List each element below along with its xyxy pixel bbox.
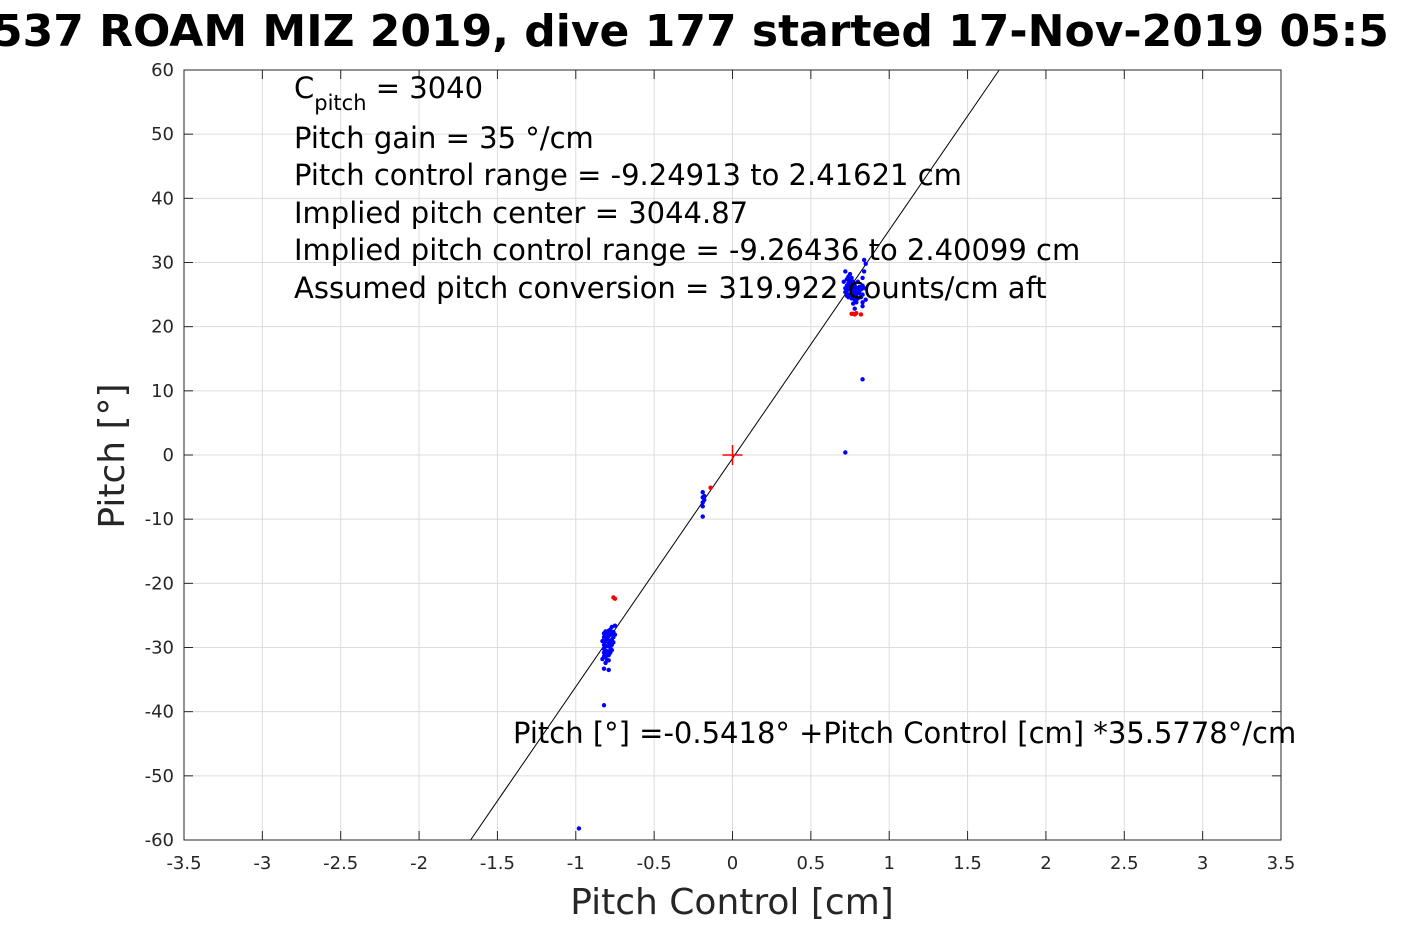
x-tick-label: -3.5	[166, 853, 201, 874]
x-tick-label: 0.5	[797, 853, 826, 874]
y-tick-label: 50	[151, 124, 174, 145]
data-point-blue	[600, 656, 605, 662]
y-tick-label: -10	[145, 509, 174, 530]
fit-equation-label: Pitch [°] =-0.5418° +Pitch Control [cm] …	[513, 716, 1296, 750]
annotation-implied-pitch-center: Implied pitch center = 3044.87	[294, 196, 748, 230]
annotation-cpitch-base: C	[294, 71, 314, 105]
x-tick-label: 0	[727, 853, 738, 874]
data-point-red	[708, 485, 713, 490]
y-tick-label: 20	[151, 317, 174, 338]
data-point-blue	[611, 640, 616, 645]
data-point-blue	[860, 292, 865, 297]
data-point-blue	[603, 660, 608, 666]
y-tick-label: 10	[151, 381, 174, 402]
x-tick-label: 1	[883, 853, 894, 874]
annotation-pitch-gain: Pitch gain = 35 °/cm	[294, 121, 594, 155]
data-point-blue	[601, 666, 607, 671]
x-tick-label: -1	[567, 853, 585, 874]
data-point-blue	[847, 271, 853, 277]
x-tick-label: 1.5	[953, 853, 982, 874]
data-point-blue	[576, 826, 582, 831]
x-tick-label: -1.5	[480, 853, 515, 874]
annotation-implied-control-range: Implied pitch control range = -9.26436 t…	[294, 233, 1080, 267]
annotation-cpitch-subscript: pitch	[314, 91, 366, 115]
data-point-blue	[860, 303, 865, 309]
data-point-blue	[861, 269, 867, 274]
grid	[183, 69, 1282, 841]
y-tick-label: 60	[151, 60, 174, 81]
data-point-blue	[849, 275, 854, 281]
y-axis-label: Pitch [°]	[92, 383, 133, 528]
data-point-blue	[861, 257, 867, 263]
data-point-blue	[863, 297, 868, 302]
x-tick-label: 3.5	[1267, 853, 1296, 874]
annotation-pitch-conversion: Assumed pitch conversion = 319.922 count…	[294, 271, 1047, 305]
chart-title: 537 ROAM MIZ 2019, dive 177 started 17-N…	[0, 6, 1389, 57]
data-point-blue	[861, 285, 867, 291]
data-point-blue	[600, 638, 605, 644]
x-tick-label: -2	[410, 853, 428, 874]
data-point-blue	[700, 514, 705, 519]
data-point-blue	[843, 269, 848, 274]
data-point-blue	[863, 261, 868, 266]
annotation-pitch-control-range: Pitch control range = -9.24913 to 2.4162…	[294, 158, 962, 192]
data-point-red	[858, 312, 864, 317]
data-point-blue	[855, 279, 861, 284]
data-point-blue	[841, 279, 846, 284]
data-point-blue	[854, 300, 859, 305]
y-tick-label: -30	[145, 638, 174, 659]
data-point-blue	[609, 647, 615, 653]
annotation-block: Cpitch = 3040 Pitch gain = 35 °/cm Pitch…	[294, 71, 1080, 305]
data-point-blue	[606, 658, 611, 663]
data-point-blue	[700, 490, 705, 495]
x-tick-label: -2.5	[323, 853, 358, 874]
data-point-blue	[606, 667, 611, 673]
data-point-blue	[860, 300, 865, 305]
x-tick-label: -0.5	[637, 853, 672, 874]
x-axis-label: Pitch Control [cm]	[570, 882, 894, 923]
y-tick-label: -60	[145, 830, 174, 851]
x-tick-labels: -3.5 -3 -2.5 -2 -1.5 -1 -0.5 0 0.5 1 1.5 2 2.5 3 3.5	[166, 853, 1295, 874]
data-point-blue	[612, 632, 618, 637]
y-tick-label: 30	[151, 253, 174, 274]
annotation-cpitch-value: = 3040	[367, 71, 484, 105]
y-tick-label: -20	[145, 573, 174, 594]
x-tick-label: 2	[1040, 853, 1051, 874]
data-point-blue	[850, 279, 856, 284]
annotation-cpitch: Cpitch = 3040	[294, 71, 483, 115]
data-point-red	[612, 596, 618, 601]
data-point-blue	[601, 703, 607, 708]
y-tick-labels: 60 50 40 30 20 10 0 -10 -20 -30 -40 -50 -60	[145, 60, 174, 851]
data-point-blue	[702, 497, 707, 503]
data-point-blue	[860, 377, 865, 382]
data-point-blue	[852, 306, 857, 311]
data-point-blue	[843, 450, 848, 455]
y-tick-label: -50	[145, 766, 174, 787]
data-point-blue	[860, 275, 865, 281]
data-point-blue	[612, 623, 618, 628]
x-tick-label: 2.5	[1110, 853, 1139, 874]
x-tick-label: 3	[1197, 853, 1208, 874]
data-point-blue	[702, 493, 707, 499]
x-tick-label: -3	[253, 853, 271, 874]
center-marker-layer	[722, 445, 743, 465]
y-tick-label: -40	[145, 702, 174, 723]
y-tick-label: 40	[151, 188, 174, 209]
axis-ticks	[183, 69, 1282, 841]
data-point-blue	[700, 504, 705, 509]
y-tick-label: 0	[163, 445, 174, 466]
data-points	[576, 257, 868, 831]
data-point-red	[854, 310, 859, 316]
